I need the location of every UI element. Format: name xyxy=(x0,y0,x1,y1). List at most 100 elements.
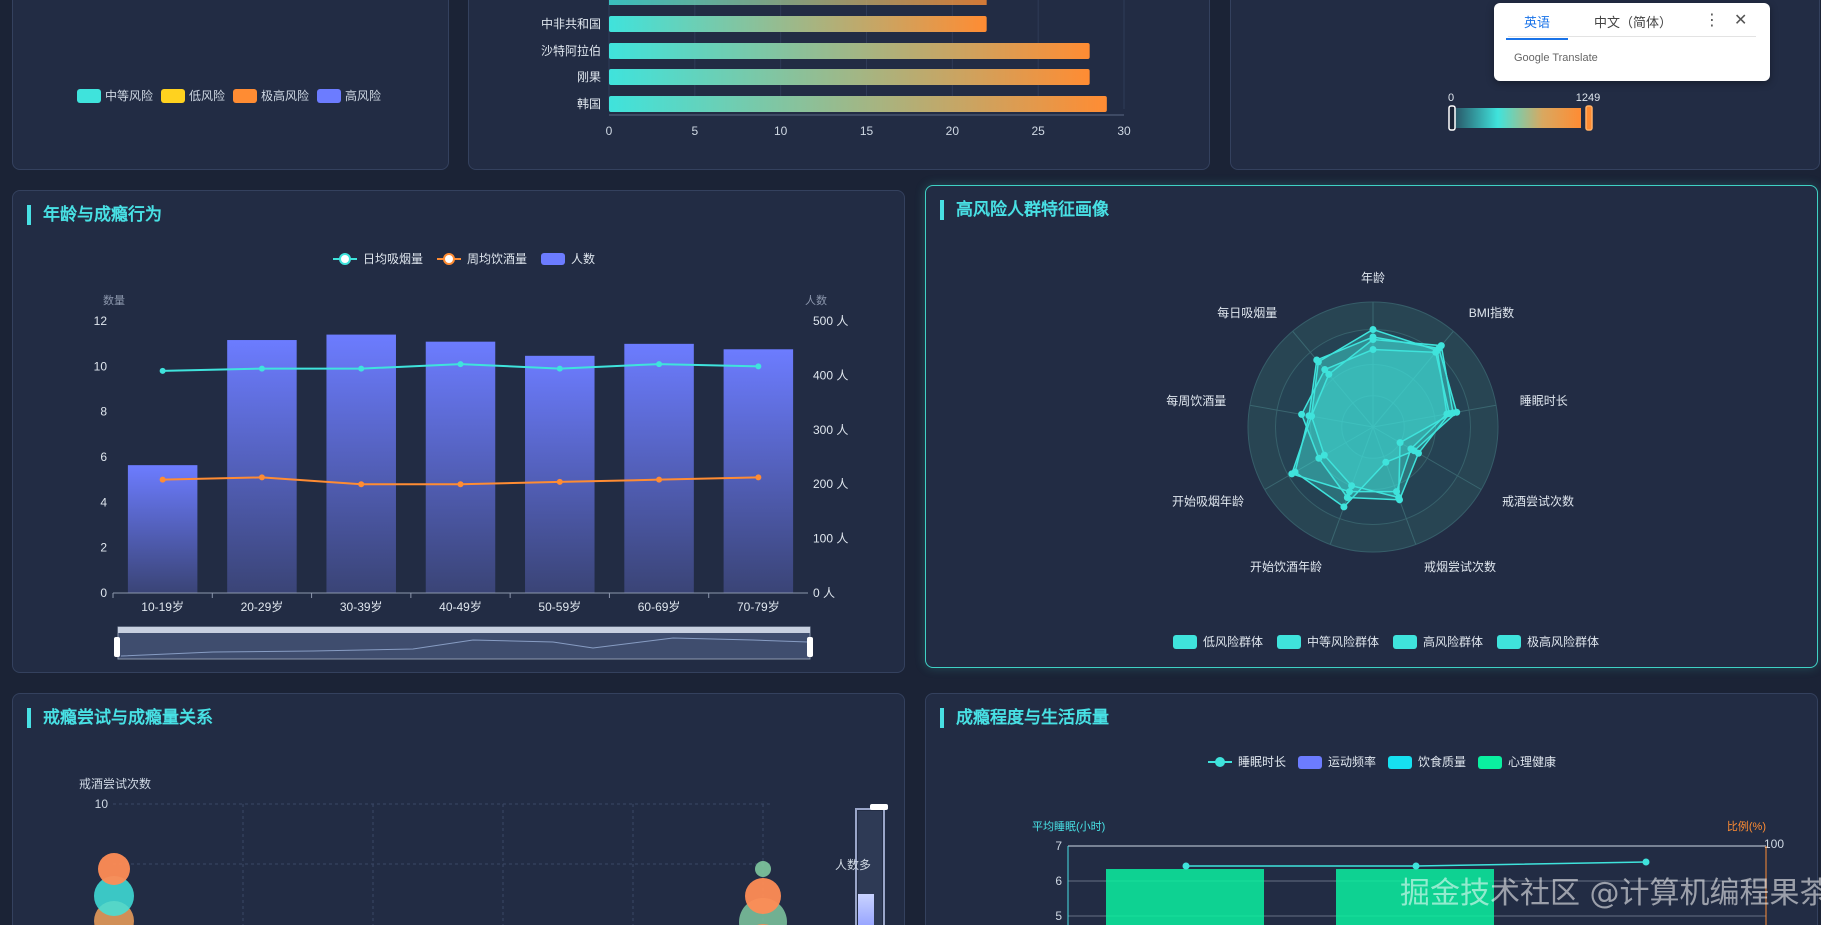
bubble-point[interactable] xyxy=(755,861,771,877)
legend-item[interactable]: 运动频率 xyxy=(1298,754,1376,769)
bar[interactable] xyxy=(326,334,396,593)
legend-item[interactable]: 睡眠时长 xyxy=(1208,755,1286,769)
visualmap-handle-max[interactable] xyxy=(1585,105,1593,131)
radar-indicator-label: 开始吸烟年龄 xyxy=(1172,495,1244,509)
radar-point[interactable] xyxy=(1315,454,1323,462)
quality-of-life-panel: 成瘾程度与生活质量 平均睡眠(小时) 比例(%) 7 6 5 100 睡眠时长 运… xyxy=(925,693,1818,925)
sleep-point[interactable] xyxy=(1182,862,1190,870)
legend-item[interactable]: 周均饮酒量 xyxy=(437,252,527,266)
radar-point[interactable] xyxy=(1369,333,1377,341)
radar-point[interactable] xyxy=(1291,468,1299,476)
radar-point[interactable] xyxy=(1435,344,1443,352)
radar-series[interactable] xyxy=(1300,348,1451,501)
radar-point[interactable] xyxy=(1396,439,1404,447)
sleep-point[interactable] xyxy=(1642,858,1650,866)
risk-legend: 中等风险 低风险 极高风险 高风险 xyxy=(77,87,381,104)
radar-point[interactable] xyxy=(1320,451,1328,459)
line-point[interactable] xyxy=(258,365,265,372)
bubble-point[interactable] xyxy=(94,876,134,916)
radar-point[interactable] xyxy=(1410,447,1418,455)
close-icon[interactable]: ✕ xyxy=(1734,12,1748,29)
legend-item[interactable]: 极高风险群体 xyxy=(1497,634,1599,649)
line-point[interactable] xyxy=(358,365,365,372)
line-point[interactable] xyxy=(457,481,464,488)
legend-item[interactable]: 低风险 xyxy=(161,87,225,104)
legend-item[interactable]: 心理健康 xyxy=(1478,754,1556,769)
visualmap-handle[interactable] xyxy=(870,804,888,810)
y-tick-label: 2 xyxy=(100,541,107,555)
bubble-point[interactable] xyxy=(98,853,130,885)
line-point[interactable] xyxy=(159,476,166,483)
legend-label: 运动频率 xyxy=(1328,754,1376,769)
line-point[interactable] xyxy=(358,481,365,488)
radar-point[interactable] xyxy=(1305,412,1313,420)
radar-point[interactable] xyxy=(1453,408,1461,416)
radar-point[interactable] xyxy=(1321,366,1329,374)
bar[interactable] xyxy=(227,340,297,593)
bar[interactable] xyxy=(609,43,1090,59)
translate-tab-english[interactable]: 英语 xyxy=(1506,12,1569,40)
radar-indicator-label: 开始饮酒年龄 xyxy=(1250,560,1322,574)
zoom-handle-right[interactable] xyxy=(807,637,813,657)
radar-point[interactable] xyxy=(1369,346,1377,353)
legend-item[interactable]: 中等风险 xyxy=(77,87,153,104)
radar-point[interactable] xyxy=(1298,410,1306,418)
data-zoom-slider[interactable] xyxy=(114,626,813,660)
y-tick-label: 4 xyxy=(100,495,107,509)
bar[interactable] xyxy=(425,341,496,593)
risk-level-panel: 中等风险 低风险 极高风险 高风险 xyxy=(12,0,449,170)
legend-item[interactable]: 高风险群体 xyxy=(1393,634,1483,649)
line-point[interactable] xyxy=(755,363,762,370)
translate-tab-chinese[interactable]: 中文（简体） xyxy=(1594,15,1673,30)
radar-indicator-label: BMI指数 xyxy=(1469,305,1514,320)
line-point[interactable] xyxy=(159,367,166,374)
quit-attempts-panel: 戒瘾尝试与成瘾量关系 戒酒尝试次数 10 人数多 xyxy=(12,693,905,925)
bar[interactable] xyxy=(609,16,987,32)
legend-item[interactable]: 高风险 xyxy=(317,87,381,104)
x-tick-label: 40-49岁 xyxy=(439,599,482,614)
line-point[interactable] xyxy=(556,365,563,372)
radar-point[interactable] xyxy=(1345,488,1353,496)
bar[interactable] xyxy=(624,343,694,593)
translate-popup: 英语 中文（简体） ⋮ ✕ Google Translate xyxy=(1494,3,1770,81)
more-options-icon[interactable]: ⋮ xyxy=(1704,12,1720,29)
visualmap-handle-min[interactable] xyxy=(1448,105,1456,131)
legend-item[interactable]: 中等风险群体 xyxy=(1277,634,1379,649)
radar-point[interactable] xyxy=(1340,503,1348,511)
bar[interactable] xyxy=(127,465,198,593)
sleep-point[interactable] xyxy=(1412,862,1420,870)
line-point[interactable] xyxy=(556,478,563,485)
legend-item[interactable]: 人数 xyxy=(541,251,595,266)
line-point[interactable] xyxy=(258,474,265,481)
x-tick-label: 5 xyxy=(691,124,698,138)
line-point[interactable] xyxy=(656,361,663,368)
legend-item[interactable]: 日均吸烟量 xyxy=(333,252,423,266)
bar[interactable] xyxy=(609,0,987,5)
radar-point[interactable] xyxy=(1396,496,1404,504)
y-tick-label: 6 xyxy=(100,450,107,464)
bubble-point[interactable] xyxy=(745,878,781,914)
bar[interactable] xyxy=(609,96,1107,112)
x-tick-label: 50-59岁 xyxy=(538,599,581,614)
legend-item[interactable]: 极高风险 xyxy=(233,87,309,104)
zoom-handle-left[interactable] xyxy=(114,637,120,657)
line-point[interactable] xyxy=(457,361,464,368)
radar-point[interactable] xyxy=(1369,326,1377,333)
legend-item[interactable]: 饮食质量 xyxy=(1388,754,1466,769)
line-point[interactable] xyxy=(755,474,762,481)
line-point[interactable] xyxy=(656,476,663,483)
quality-bar[interactable] xyxy=(1336,869,1494,925)
radar-point[interactable] xyxy=(1445,410,1453,418)
radar-point[interactable] xyxy=(1382,458,1390,466)
radar-point[interactable] xyxy=(1348,482,1356,490)
bar[interactable] xyxy=(609,69,1090,85)
radar-point[interactable] xyxy=(1343,493,1351,501)
radar-point[interactable] xyxy=(1313,356,1321,364)
legend-item[interactable]: 低风险群体 xyxy=(1173,634,1263,649)
bar[interactable] xyxy=(525,355,595,593)
bar[interactable] xyxy=(723,349,794,593)
radar-point[interactable] xyxy=(1325,370,1333,378)
radar-series[interactable] xyxy=(1294,336,1458,508)
quality-bar[interactable] xyxy=(1106,869,1264,925)
